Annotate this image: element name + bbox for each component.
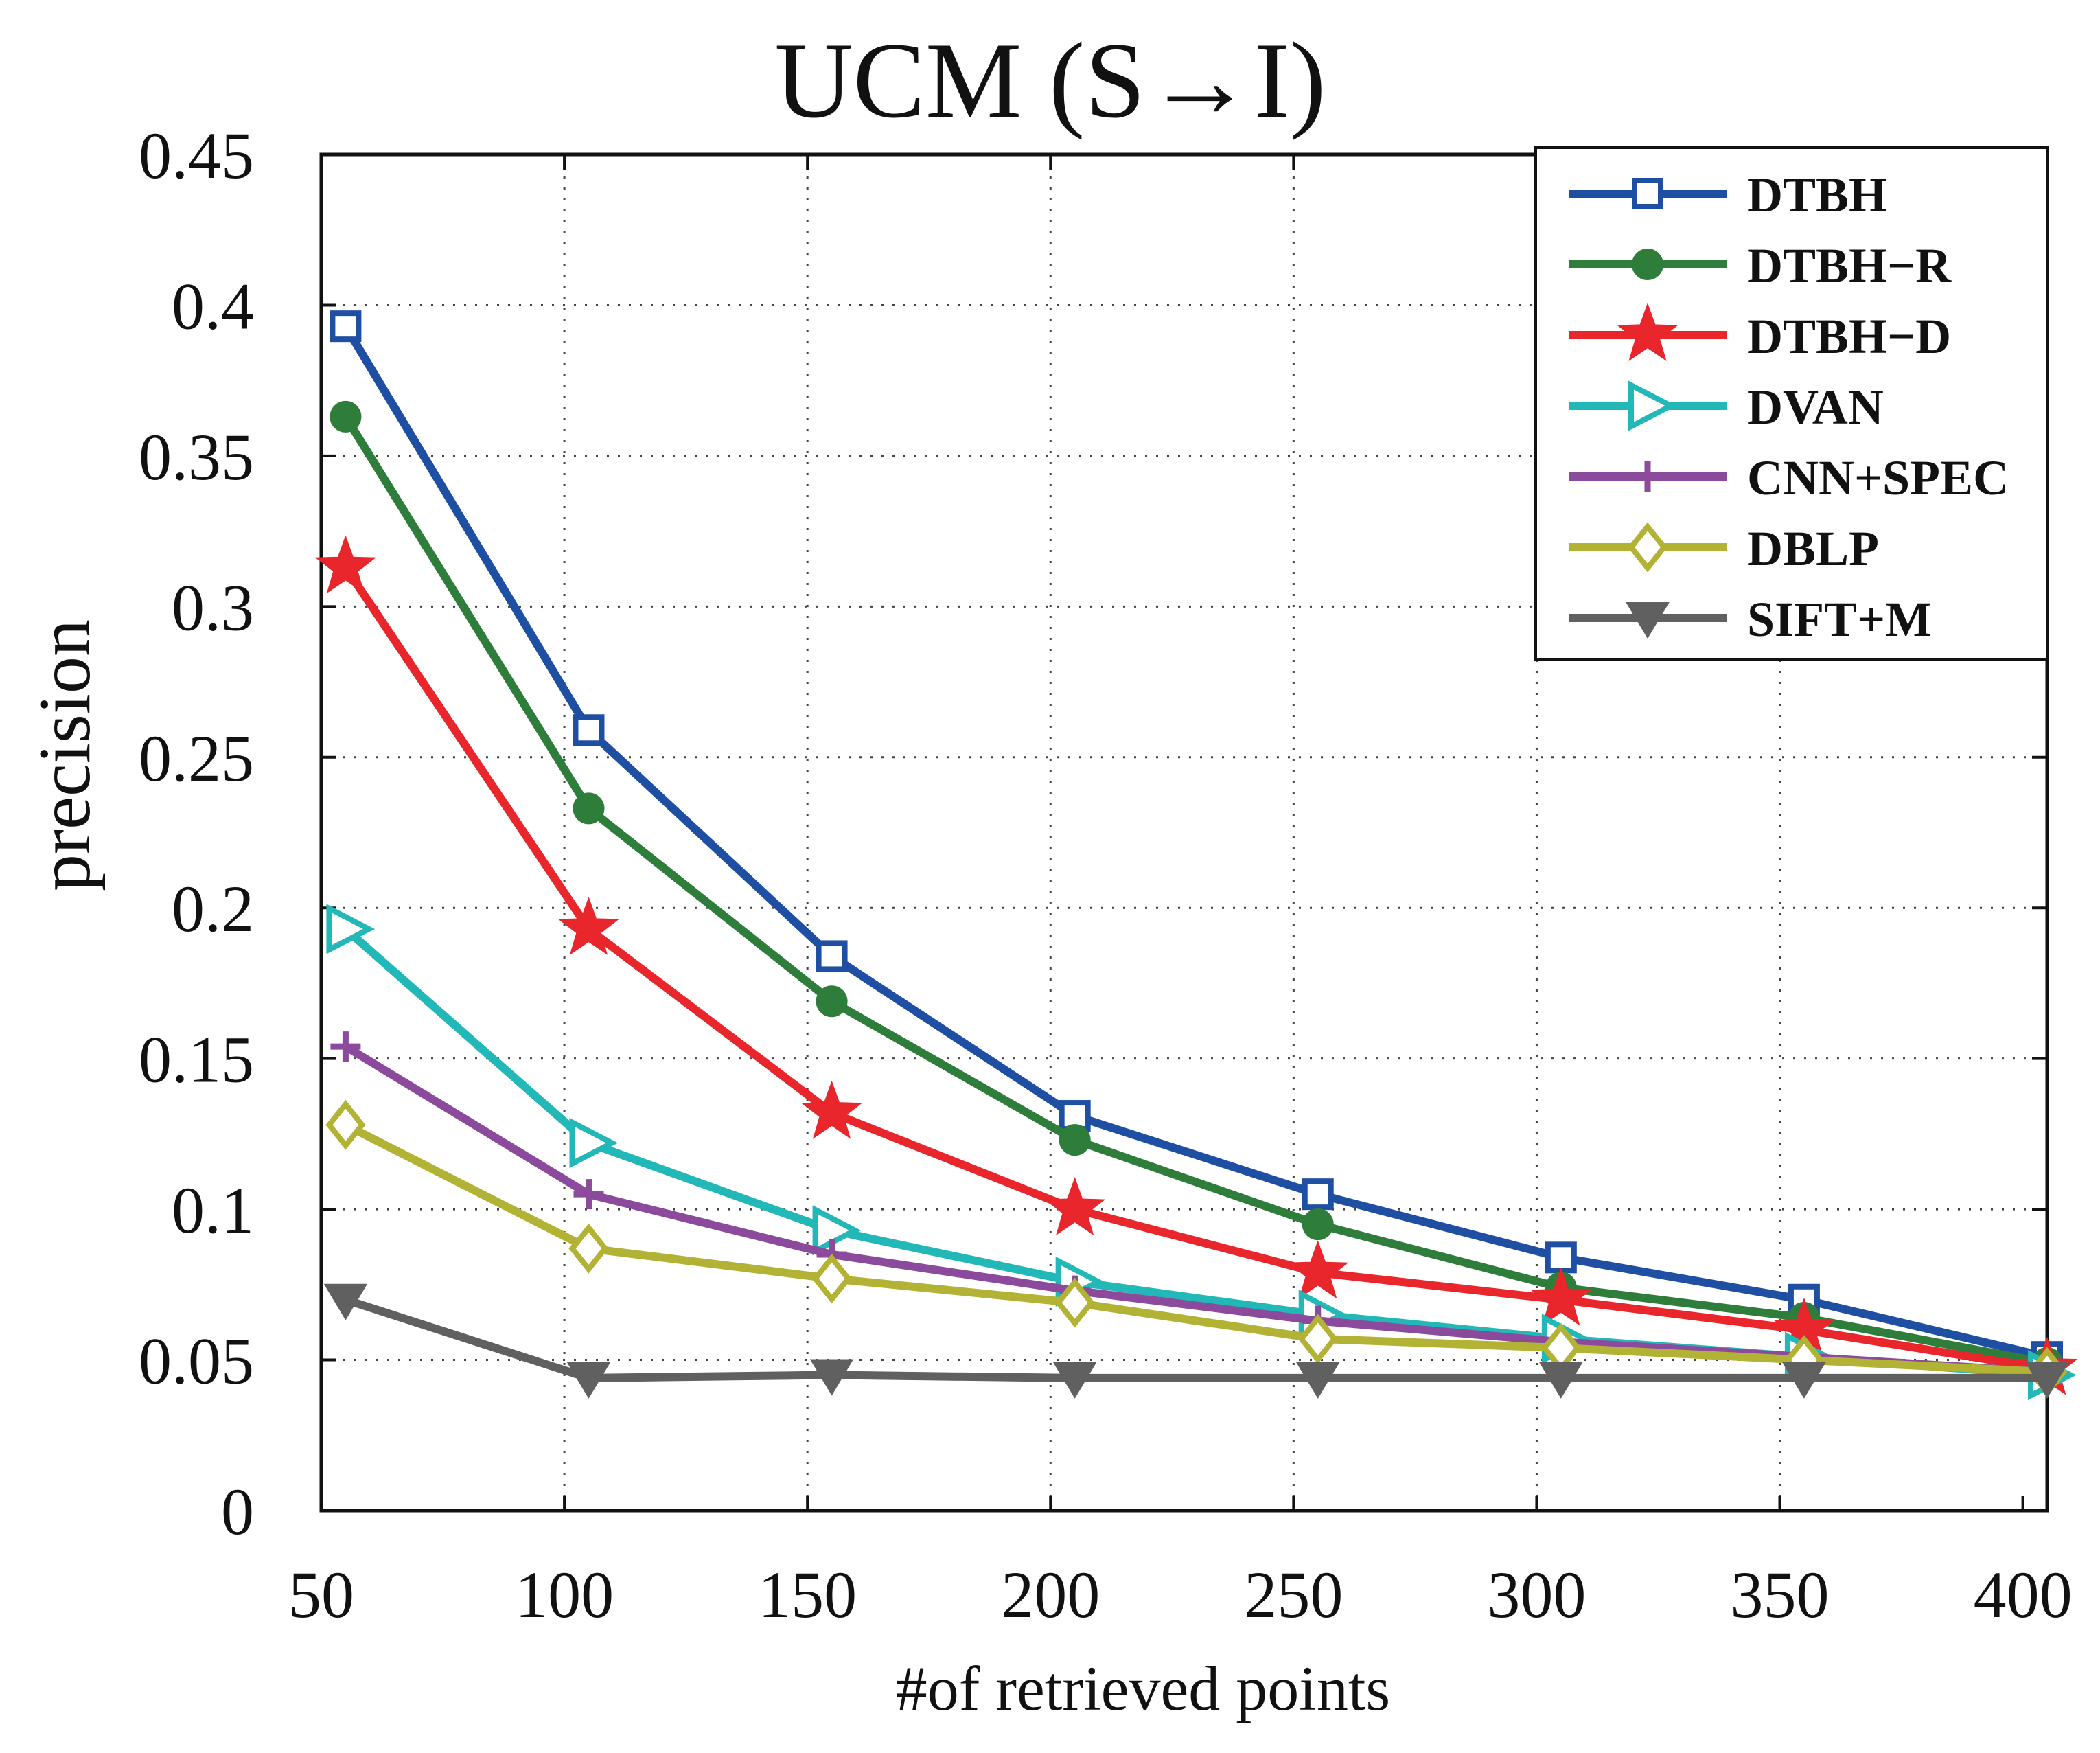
data-point-marker: [314, 535, 377, 594]
x-tick-label: 200: [1001, 1558, 1100, 1631]
x-tick-label: 150: [758, 1558, 857, 1631]
legend-marker: [1627, 522, 1668, 573]
legend-label: DVAN: [1747, 380, 1884, 435]
data-point-marker: [1043, 1177, 1106, 1236]
x-tick-label: 250: [1244, 1558, 1343, 1631]
data-point-marker: [1545, 1241, 1577, 1274]
data-point-marker: [569, 1117, 619, 1169]
data-point-marker: [1530, 1267, 1592, 1326]
legend-item-cnn-spec: CNN+SPEC: [1569, 450, 2009, 505]
y-tick-label: 0.25: [139, 722, 254, 795]
data-point-marker: [557, 896, 620, 955]
data-point-marker: [800, 1080, 863, 1139]
series-sift-m: [323, 1283, 2069, 1399]
legend-label: DBLP: [1747, 521, 1879, 576]
legend-label: CNN+SPEC: [1747, 450, 2009, 505]
y-tick-label: 0.4: [172, 269, 254, 343]
y-tick-label: 0: [221, 1475, 254, 1548]
data-point-marker: [2025, 1362, 2069, 1399]
legend: DTBH DTBH−R DTBH−D DVAN CNN+SPEC DBLP SIFT+M: [1534, 146, 2049, 661]
series-line: [341, 322, 2051, 1362]
legend-label: DTBH: [1747, 168, 1887, 222]
legend-item-dtbh-r: DTBH−R: [1569, 238, 1952, 293]
data-point-marker: [573, 1179, 604, 1210]
data-point-marker: [816, 940, 848, 972]
data-point-marker: [1052, 1362, 1097, 1399]
data-point-marker: [1302, 1208, 1334, 1241]
legend-item-sift-m: SIFT+M: [1569, 592, 1932, 647]
data-point-marker: [1287, 1240, 1349, 1299]
x-tick-label: 300: [1487, 1558, 1586, 1631]
data-point-marker: [1059, 1124, 1091, 1156]
series-line: [341, 1295, 2051, 1382]
legend-item-dtbh-d: DTBH−D: [1569, 303, 1951, 364]
legend-marker: [1626, 602, 1670, 639]
data-point-marker: [1539, 1362, 1583, 1399]
data-point-marker: [1054, 1277, 1095, 1328]
data-point-marker: [1782, 1362, 1826, 1399]
x-axis-ticks: 50 100 150 200 250 300 350 400: [288, 154, 2073, 1631]
series-line: [341, 1121, 2051, 1377]
data-point-marker: [566, 1362, 611, 1399]
legend-label: DTBH−D: [1747, 309, 1951, 364]
data-point-marker: [1297, 1314, 1338, 1364]
x-tick-label: 50: [288, 1558, 354, 1631]
x-tick-label: 350: [1731, 1558, 1830, 1631]
data-series: [314, 310, 2078, 1401]
legend-marker: [1617, 303, 1678, 361]
data-point-marker: [812, 1205, 862, 1256]
legend-marker: [1632, 249, 1663, 280]
y-axis-label: precision: [24, 619, 106, 891]
data-point-marker: [330, 400, 362, 433]
legend-item-dtbh: DTBH: [1569, 168, 1887, 222]
y-tick-label: 0.15: [139, 1023, 254, 1097]
data-point-marker: [323, 1283, 368, 1320]
legend-item-dvan: DVAN: [1569, 380, 1884, 435]
data-point-marker: [573, 714, 605, 746]
data-point-marker: [811, 1253, 852, 1304]
legend-marker: [1632, 178, 1663, 209]
data-point-marker: [1295, 1362, 1340, 1399]
y-tick-label: 0.35: [139, 420, 254, 494]
legend-marker: [1628, 380, 1677, 431]
x-tick-label: 100: [515, 1558, 614, 1631]
data-point-marker: [325, 1099, 366, 1150]
data-point-marker: [330, 310, 362, 343]
data-point-marker: [330, 1031, 361, 1062]
data-point-marker: [809, 1359, 854, 1396]
data-point-marker: [573, 792, 605, 825]
y-tick-label: 0.2: [172, 872, 254, 946]
plot-area-frame: [319, 152, 2049, 1513]
series-line: [341, 563, 2051, 1373]
legend-label: SIFT+M: [1747, 592, 1932, 647]
legend-marker: [1632, 461, 1663, 492]
series-line: [341, 412, 2051, 1367]
x-axis-label: #of retrieved points: [896, 1653, 1390, 1723]
data-point-marker: [568, 1223, 609, 1274]
y-tick-label: 0.45: [139, 119, 254, 192]
data-point-marker: [326, 904, 376, 954]
x-tick-label: 400: [1974, 1558, 2073, 1631]
data-point-marker: [816, 985, 848, 1018]
data-point-marker: [1302, 1178, 1334, 1211]
legend-item-dblp: DBLP: [1569, 521, 1879, 576]
y-tick-label: 0.1: [172, 1173, 254, 1247]
y-axis-ticks: 0 0.05 0.1 0.15 0.2 0.25 0.3 0.35 0.4 0.45: [139, 119, 2047, 1548]
legend-label: DTBH−R: [1747, 238, 1952, 293]
series-dtbh-d: [314, 535, 2078, 1395]
y-tick-label: 0.05: [139, 1325, 254, 1398]
chart-title: UCM (S→I): [774, 21, 1326, 141]
y-tick-label: 0.3: [172, 571, 254, 644]
grid-lines: [321, 154, 2047, 1511]
